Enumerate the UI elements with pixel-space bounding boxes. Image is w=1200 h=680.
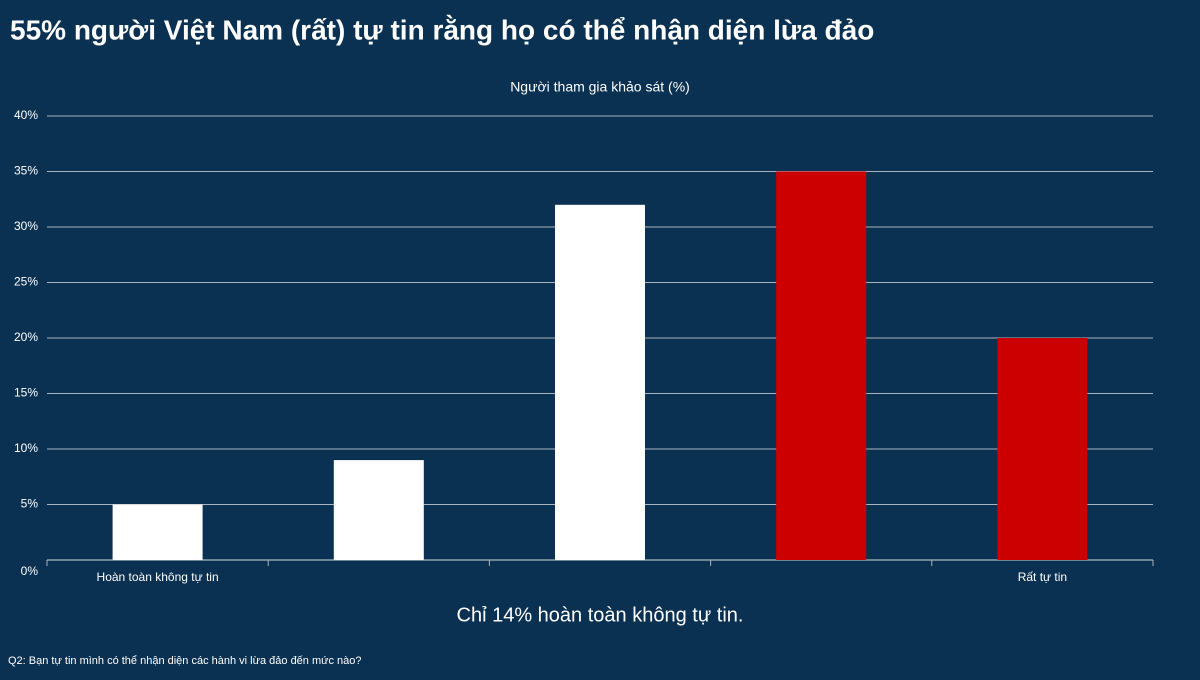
annotation: Chỉ 14% hoàn toàn không tự tin. [457,604,744,626]
y-tick-label: 20% [14,330,38,344]
y-tick-label: 30% [14,219,38,233]
y-tick-label: 40% [14,108,38,122]
chart-subtitle: Người tham gia khảo sát (%) [510,79,690,95]
y-tick-label: 10% [14,441,38,455]
y-tick-label: 25% [14,275,38,289]
x-tick-label: Rất tự tin [1018,570,1067,584]
y-tick-label: 5% [21,497,39,511]
bar [776,171,867,560]
footnote: Q2: Bạn tự tin mình có thể nhận diện các… [8,655,362,667]
bar [997,338,1088,560]
y-tick-label: 35% [14,164,38,178]
y-tick-label: 15% [14,386,38,400]
y-tick-label: 0% [21,564,39,578]
bar [333,460,424,560]
bar [555,204,645,561]
chart-title: 55% người Việt Nam (rất) tự tin rằng họ … [10,14,874,45]
bar [112,504,203,560]
x-tick-label: Hoàn toàn không tự tin [97,570,219,584]
